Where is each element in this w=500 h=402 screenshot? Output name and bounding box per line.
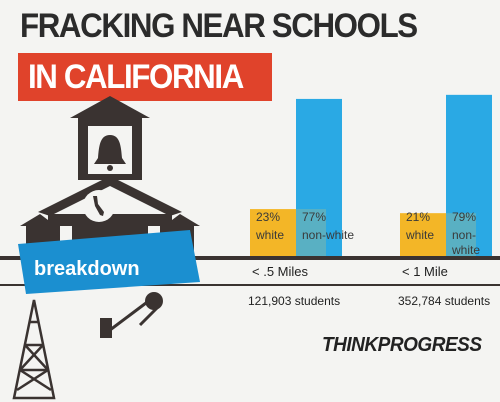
bar-white-0 — [250, 209, 296, 256]
bell-clapper — [107, 165, 113, 171]
baseline — [0, 256, 500, 260]
bar-overlap-tint-1 — [446, 213, 476, 256]
data-label-group: white — [256, 228, 285, 242]
bar-white-1 — [400, 213, 446, 256]
separator-line — [0, 284, 500, 286]
pipe-wheel — [145, 292, 163, 310]
category-label-0: < .5 Miles — [252, 264, 308, 279]
data-label-percent: 79% — [452, 210, 477, 224]
brand-logo: THINKPROGRESS — [322, 334, 482, 356]
bell-icon — [94, 135, 126, 164]
tower-roof — [70, 96, 150, 118]
data-label-non-white-1: 79% non-white — [452, 210, 500, 258]
side-right-roof — [164, 214, 200, 226]
data-label-percent: 21% — [406, 210, 431, 224]
breakdown-badge — [18, 230, 200, 294]
oil-derrick — [12, 299, 56, 400]
data-label-white-1: 21% white — [406, 210, 434, 243]
data-label-white-0: 23% white — [256, 210, 284, 243]
valve — [100, 318, 112, 338]
california-icon — [93, 196, 104, 216]
data-label-group: non-white — [302, 228, 355, 242]
students-label-0: 121,903 students — [248, 294, 341, 308]
bars-group — [0, 94, 500, 286]
data-label-non-white-0: 77% non-white — [302, 210, 354, 243]
breakdown-label: breakdown — [34, 258, 140, 280]
data-label-percent: 77% — [302, 210, 327, 224]
main-roof — [38, 176, 182, 216]
title-line-2-box: IN CALIFORNIA — [18, 53, 272, 101]
category-label-1: < 1 Mile — [402, 264, 448, 279]
data-label-group: white — [406, 228, 435, 242]
side-left-roof — [20, 214, 56, 226]
title-line-1: FRACKING NEAR SCHOOLS — [20, 7, 418, 45]
bar-overlap-tint-0 — [296, 209, 326, 256]
students-label-1: 352,784 students — [398, 294, 491, 308]
data-label-percent: 23% — [256, 210, 281, 224]
title-line-2: IN CALIFORNIA — [28, 57, 244, 96]
data-label-group: non-white — [452, 228, 481, 257]
